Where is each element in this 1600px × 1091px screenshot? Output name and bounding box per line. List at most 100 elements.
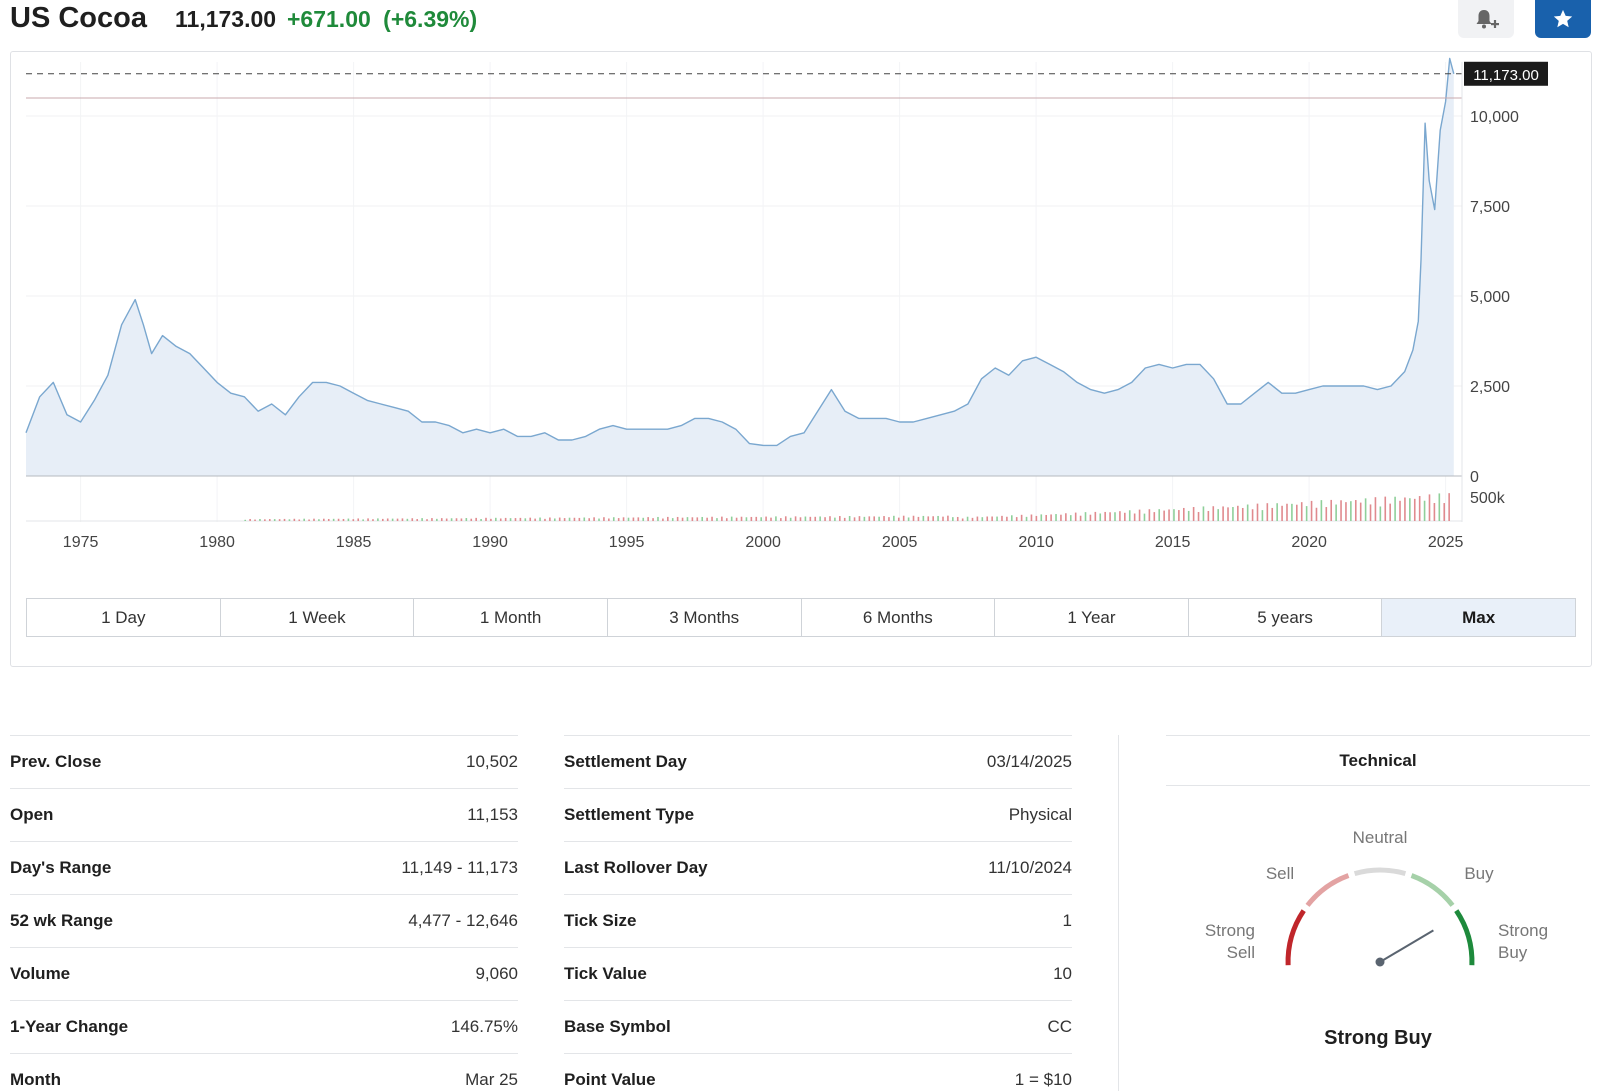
volume-bar bbox=[1291, 503, 1293, 521]
volume-bar bbox=[804, 516, 807, 521]
volume-bar bbox=[603, 517, 605, 521]
volume-bar bbox=[323, 518, 325, 521]
volume-bar bbox=[745, 517, 748, 521]
volume-bar bbox=[278, 519, 281, 521]
contract-stats-right: Settlement Day 03/14/2025 Settlement Type… bbox=[564, 735, 1072, 1091]
volume-bar bbox=[765, 516, 767, 521]
volume-bar bbox=[676, 516, 679, 521]
create-alert-button[interactable] bbox=[1458, 0, 1514, 38]
volume-bar bbox=[1094, 511, 1097, 521]
range-max-button[interactable]: Max bbox=[1382, 599, 1575, 636]
technical-title[interactable]: Technical bbox=[1166, 735, 1590, 786]
range-1-day-button[interactable]: 1 Day bbox=[27, 599, 221, 636]
volume-bar bbox=[755, 516, 758, 521]
volume-bar bbox=[706, 517, 708, 521]
volume-bar bbox=[529, 517, 532, 521]
quote-header: US Cocoa 11,173.00 +671.00 (+6.39%) bbox=[10, 0, 1591, 40]
volume-bar bbox=[799, 517, 802, 521]
volume-bar bbox=[893, 515, 895, 521]
stat-row: Settlement Day 03/14/2025 bbox=[564, 735, 1072, 788]
volume-bar bbox=[917, 516, 920, 521]
volume-bar bbox=[1300, 502, 1303, 521]
volume-bar bbox=[617, 518, 620, 521]
y-tick-label: 0 bbox=[1470, 469, 1479, 486]
volume-bar bbox=[1153, 512, 1156, 521]
x-tick-label: 1985 bbox=[336, 534, 372, 551]
volume-bar bbox=[544, 518, 546, 521]
range-3-months-button[interactable]: 3 Months bbox=[607, 599, 802, 636]
volume-bar bbox=[598, 518, 600, 521]
stat-label: Month bbox=[10, 1070, 61, 1089]
range-1-week-button[interactable]: 1 Week bbox=[220, 599, 415, 636]
stat-value: 146.75% bbox=[450, 1017, 518, 1036]
volume-bar bbox=[966, 516, 969, 521]
stat-value: 1 = $10 bbox=[1014, 1070, 1072, 1089]
stat-label: Day's Range bbox=[10, 858, 112, 877]
stat-row: Day's Range 11,149 - 11,173 bbox=[10, 841, 518, 894]
volume-bar bbox=[873, 516, 876, 521]
volume-bar bbox=[647, 517, 649, 521]
range-6-months-button[interactable]: 6 Months bbox=[801, 599, 996, 636]
volume-bar bbox=[1217, 509, 1219, 521]
stat-value: 4,477 - 12,646 bbox=[408, 911, 518, 930]
stat-row: 52 wk Range 4,477 - 12,646 bbox=[10, 894, 518, 947]
add-to-watchlist-button[interactable] bbox=[1535, 0, 1591, 38]
volume-bar bbox=[485, 517, 487, 521]
volume-bar bbox=[357, 518, 360, 521]
volume-bar bbox=[303, 518, 305, 521]
price-chart[interactable]: Investing.com02,5005,0007,50010,000500k1… bbox=[11, 52, 1591, 612]
volume-bar bbox=[667, 516, 669, 521]
volume-bar bbox=[450, 518, 453, 521]
volume-bar bbox=[991, 516, 993, 521]
volume-bar bbox=[1178, 510, 1180, 521]
instrument-title: US Cocoa bbox=[10, 2, 147, 34]
volume-bar bbox=[1187, 510, 1190, 521]
column-divider bbox=[1118, 735, 1119, 1091]
volume-bar bbox=[770, 517, 772, 521]
volume-bar bbox=[445, 518, 448, 521]
stat-row: Tick Size 1 bbox=[564, 894, 1072, 947]
volume-bar bbox=[318, 519, 320, 521]
volume-bar bbox=[421, 518, 423, 521]
volume-bar bbox=[367, 518, 369, 521]
volume-tick-label: 500k bbox=[1470, 490, 1506, 507]
volume-bar bbox=[1128, 510, 1131, 521]
volume-bar bbox=[1310, 500, 1313, 521]
volume-bar bbox=[553, 518, 556, 521]
volume-bar bbox=[750, 516, 753, 521]
range-1-year-button[interactable]: 1 Year bbox=[995, 599, 1189, 636]
x-tick-label: 2010 bbox=[1018, 534, 1054, 551]
stat-label: Tick Size bbox=[564, 911, 637, 930]
volume-bar bbox=[1237, 505, 1239, 521]
volume-bar bbox=[1384, 496, 1387, 521]
volume-bar bbox=[789, 517, 792, 521]
volume-bar bbox=[1227, 507, 1229, 521]
volume-bar bbox=[1335, 504, 1337, 521]
stat-label: Point Value bbox=[564, 1070, 656, 1089]
volume-bar bbox=[1124, 512, 1126, 521]
volume-bar bbox=[784, 516, 787, 521]
volume-bar bbox=[932, 516, 934, 521]
volume-bar bbox=[1251, 509, 1254, 521]
volume-bar bbox=[332, 518, 335, 521]
volume-bar bbox=[1089, 514, 1092, 521]
volume-bar bbox=[1079, 515, 1082, 521]
x-tick-label: 2015 bbox=[1155, 534, 1191, 551]
volume-bar bbox=[819, 516, 821, 521]
volume-bar bbox=[416, 519, 418, 521]
volume-bar bbox=[952, 517, 954, 521]
price-change: +671.00 (+6.39%) bbox=[287, 6, 477, 33]
volume-bar bbox=[780, 518, 782, 521]
volume-bar bbox=[627, 517, 630, 521]
volume-bar bbox=[1168, 509, 1170, 521]
range-5-years-button[interactable]: 5 years bbox=[1188, 599, 1383, 636]
volume-bar bbox=[1418, 496, 1421, 521]
volume-bar bbox=[961, 518, 964, 521]
volume-bar bbox=[843, 517, 846, 521]
volume-bar bbox=[1148, 509, 1151, 521]
gauge-segment-buy bbox=[1410, 873, 1455, 907]
volume-bar bbox=[853, 517, 856, 521]
range-1-month-button[interactable]: 1 Month bbox=[414, 599, 608, 636]
volume-bar bbox=[1330, 499, 1333, 521]
volume-bar bbox=[1394, 496, 1396, 521]
